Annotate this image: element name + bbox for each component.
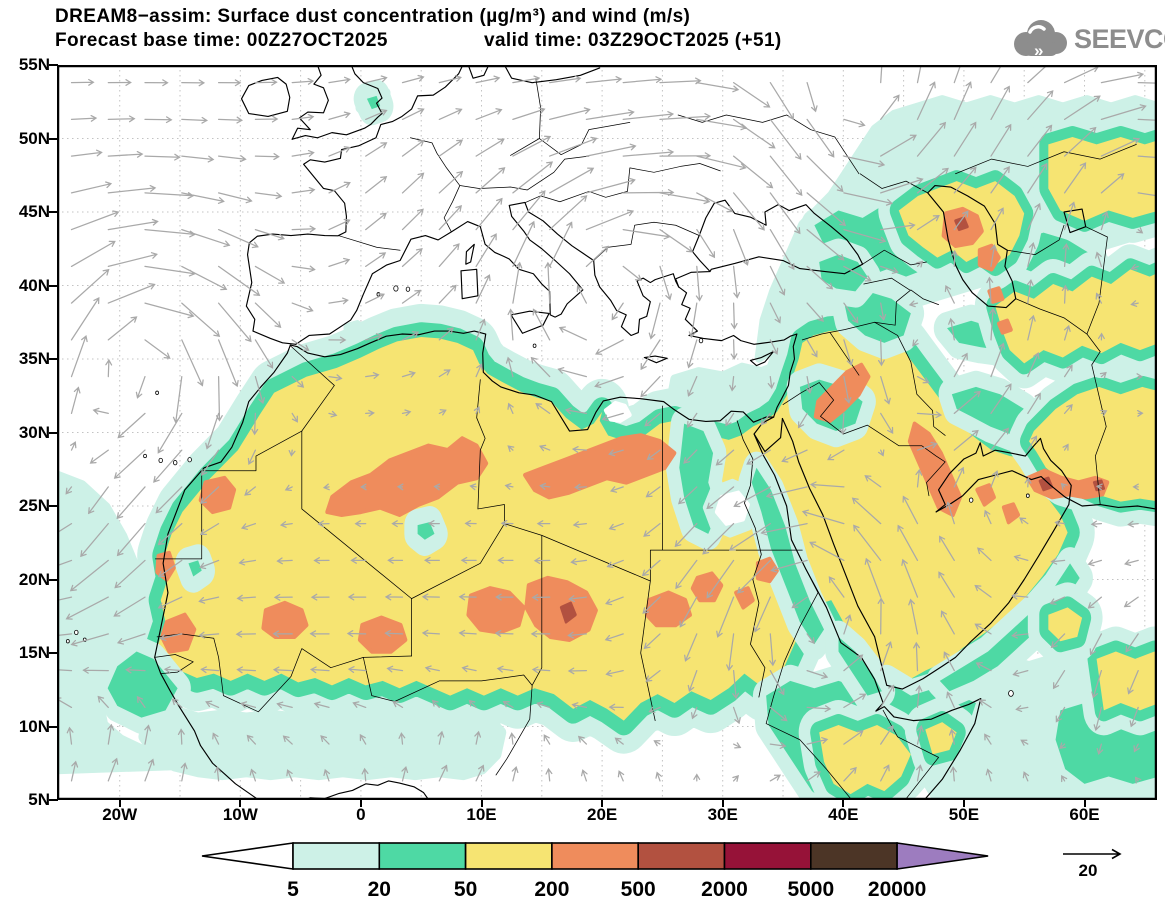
colorbar-segment <box>552 843 638 869</box>
island <box>66 639 69 643</box>
map-canvas <box>57 65 1157 800</box>
logo-text: SEEVCCC <box>1074 24 1165 55</box>
country-border <box>339 236 400 250</box>
colorbar-segment <box>811 843 897 869</box>
colorbar-value: 20000 <box>868 878 926 901</box>
island <box>1009 690 1014 696</box>
y-axis-label: 35N <box>2 349 50 369</box>
x-axis-tick <box>360 799 362 807</box>
island <box>74 630 78 634</box>
colorbar-value: 5000 <box>787 878 834 901</box>
coastline <box>242 77 290 116</box>
x-axis-tick <box>842 799 844 807</box>
x-axis-label: 10E <box>452 805 512 825</box>
x-axis-label: 40E <box>813 805 873 825</box>
x-axis-tick <box>722 799 724 807</box>
y-axis-label: 55N <box>2 55 50 75</box>
colorbar-segment <box>638 843 724 869</box>
island <box>188 457 192 461</box>
wind-reference-arrow: 20 <box>1040 840 1160 892</box>
x-axis-tick <box>481 799 483 807</box>
x-axis-label: 20W <box>90 805 150 825</box>
y-axis-label: 45N <box>2 202 50 222</box>
y-axis-tick <box>49 726 58 728</box>
y-axis-label: 50N <box>2 129 50 149</box>
x-axis-label: 20E <box>572 805 632 825</box>
country-border <box>678 115 859 174</box>
x-axis-label: 60E <box>1055 805 1115 825</box>
colorbar-value: 50 <box>454 878 477 901</box>
x-axis-tick <box>601 799 603 807</box>
y-axis-label: 15N <box>2 643 50 663</box>
island <box>699 338 703 342</box>
island <box>533 344 536 348</box>
coastline <box>292 65 328 139</box>
y-axis-label: 5N <box>2 790 50 810</box>
reference-speed-value: 20 <box>1079 861 1098 880</box>
x-axis-label: 0 <box>331 805 391 825</box>
y-axis-label: 25N <box>2 496 50 516</box>
svg-text:»: » <box>1034 41 1043 60</box>
forecast-base-time: Forecast base time: 00Z27OCT2025 <box>55 30 388 52</box>
country-border <box>460 156 589 190</box>
x-axis-label: 50E <box>934 805 994 825</box>
coastline <box>511 311 549 333</box>
colorbar-arrow-left <box>202 843 293 869</box>
y-axis-tick <box>49 64 58 66</box>
x-axis-tick <box>1084 799 1086 807</box>
map-plot-area <box>57 65 1157 800</box>
coastline <box>246 65 462 344</box>
x-axis-tick <box>239 799 241 807</box>
island <box>173 460 177 464</box>
y-axis-tick <box>49 652 58 654</box>
colorbar-legend: 5 20 50 200 500 2000 5000 20000 <box>190 838 1000 904</box>
x-axis-tick <box>119 799 121 807</box>
country-border <box>410 138 459 232</box>
colorbar-value: 20 <box>368 878 391 901</box>
colorbar-segment <box>293 843 379 869</box>
y-axis-label: 10N <box>2 717 50 737</box>
colorbar-value: 500 <box>621 878 656 901</box>
island <box>159 458 163 462</box>
chart-title: DREAM8−assim: Surface dust concentration… <box>55 6 690 28</box>
seevccc-logo: » SEEVCCC <box>1008 16 1160 64</box>
island <box>156 391 159 395</box>
y-axis-tick <box>49 432 58 434</box>
colorbar-segment <box>725 843 811 869</box>
y-axis-label: 20N <box>2 570 50 590</box>
island <box>406 287 410 291</box>
coastline <box>461 269 478 298</box>
colorbar-segment <box>466 843 552 869</box>
reference-arrow <box>1063 850 1120 859</box>
colorbar-segment <box>379 843 465 869</box>
x-axis-label: 30E <box>693 805 753 825</box>
y-axis-tick <box>49 579 58 581</box>
x-axis-tick <box>963 799 965 807</box>
colorbar-value: 5 <box>287 878 299 901</box>
coastline <box>466 244 474 264</box>
colorbar-value: 200 <box>534 878 569 901</box>
island <box>394 286 398 291</box>
island <box>969 498 973 502</box>
y-axis-tick <box>49 505 58 507</box>
island <box>144 454 147 458</box>
cloud-icon: » <box>1008 16 1072 64</box>
y-axis-tick <box>49 138 58 140</box>
y-axis-tick <box>49 285 58 287</box>
x-axis-label: 10W <box>210 805 270 825</box>
y-axis-label: 30N <box>2 423 50 443</box>
colorbar-value: 2000 <box>701 878 748 901</box>
dust-concentration-field <box>57 65 1157 800</box>
y-axis-label: 40N <box>2 276 50 296</box>
island <box>1026 494 1029 498</box>
dust-forecast-figure: DREAM8−assim: Surface dust concentration… <box>0 0 1165 907</box>
forecast-valid-time: valid time: 03Z29OCT2025 (+51) <box>484 30 782 52</box>
y-axis-tick <box>49 211 58 213</box>
country-border <box>594 222 700 260</box>
y-axis-tick <box>49 358 58 360</box>
colorbar-arrow-right <box>897 843 988 869</box>
y-axis-tick <box>49 799 58 801</box>
